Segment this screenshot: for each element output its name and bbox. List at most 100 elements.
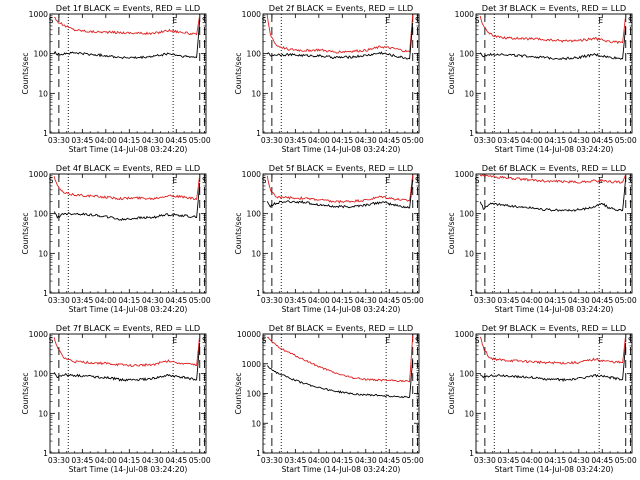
x-tick-label: 04:15 (118, 136, 140, 145)
y-tick-label: 1000 (29, 330, 48, 339)
segment-flag: S (262, 176, 267, 185)
x-axis-label: Start Time (14-Jul-08 03:24:20) (69, 465, 188, 474)
x-tick-label: 05:00 (189, 296, 211, 305)
plot-title: Det 1f BLACK = Events, RED = LLD (56, 3, 200, 13)
x-axis-label: Start Time (14-Jul-08 03:24:20) (282, 145, 401, 154)
x-tick-label: 05:00 (402, 136, 424, 145)
x-tick-label: 04:45 (591, 296, 613, 305)
detector-plot-2: Det 2f BLACK = Events, RED = LLD 1 10 100 10… (234, 3, 424, 154)
plot-frame (262, 333, 420, 454)
plot-frame (475, 333, 633, 454)
segment-flag: S (415, 336, 420, 345)
x-tick-label: 04:15 (331, 296, 353, 305)
x-tick-label: 03:45 (71, 136, 93, 145)
x-tick-label: 03:45 (284, 456, 306, 465)
x-tick-label: 04:15 (544, 136, 566, 145)
x-tick-label: 04:00 (95, 136, 117, 145)
y-tick-label: 1 (43, 289, 48, 298)
plot-title: Det 6f BLACK = Events, RED = LLD (482, 163, 626, 173)
y-tick-label: 1 (43, 449, 48, 458)
x-tick-label: 04:45 (591, 136, 613, 145)
lld-series-line (266, 14, 414, 54)
x-tick-label: 03:45 (284, 296, 306, 305)
y-tick-label: 10 (464, 249, 474, 258)
y-axis-label: Counts/sec (21, 373, 30, 415)
plot-frame (49, 173, 207, 294)
segment-flag: S (202, 336, 207, 345)
events-series-line (53, 182, 201, 221)
x-tick-label: 03:45 (497, 136, 519, 145)
segment-flag: E (385, 176, 390, 185)
plot-title: Det 8f BLACK = Events, RED = LLD (269, 323, 413, 333)
events-series-line (53, 20, 201, 60)
plot-title: Det 7f BLACK = Events, RED = LLD (56, 323, 200, 333)
x-tick-label: 04:30 (355, 296, 377, 305)
x-tick-label: 03:30 (261, 296, 283, 305)
segment-flag: S (49, 336, 54, 345)
x-tick-label: 04:15 (544, 456, 566, 465)
plot-frame (262, 13, 420, 134)
x-tick-label: 04:00 (521, 296, 543, 305)
x-axis-label: Start Time (14-Jul-08 03:24:20) (69, 145, 188, 154)
y-tick-label: 1 (469, 449, 474, 458)
y-axis-label: Counts/sec (447, 53, 456, 95)
x-tick-label: 04:15 (118, 456, 140, 465)
x-axis-label: Start Time (14-Jul-08 03:24:20) (495, 145, 614, 154)
y-tick-label: 100 (34, 50, 49, 59)
x-tick-label: 05:00 (615, 296, 637, 305)
segment-flag: E (172, 16, 177, 25)
y-axis-label: Counts/sec (234, 53, 243, 95)
x-tick-label: 04:45 (165, 296, 187, 305)
x-tick-label: 04:00 (308, 136, 330, 145)
x-tick-label: 04:15 (118, 296, 140, 305)
x-tick-label: 04:45 (378, 136, 400, 145)
segment-flag: S (628, 336, 633, 345)
segment-flag: S (415, 16, 420, 25)
y-tick-label: 100 (34, 210, 49, 219)
x-tick-label: 04:00 (95, 456, 117, 465)
y-tick-label: 100 (34, 370, 49, 379)
x-tick-label: 03:45 (497, 296, 519, 305)
x-axis-label: Start Time (14-Jul-08 03:24:20) (282, 465, 401, 474)
segment-flag: S (262, 336, 267, 345)
segment-flag: S (475, 176, 480, 185)
x-tick-label: 05:00 (189, 136, 211, 145)
y-tick-label: 100 (247, 210, 262, 219)
segment-flag: S (415, 176, 420, 185)
x-axis-label: Start Time (14-Jul-08 03:24:20) (282, 305, 401, 314)
x-tick-label: 04:30 (355, 136, 377, 145)
x-tick-label: 03:45 (284, 136, 306, 145)
lld-series-line (479, 174, 627, 184)
x-tick-label: 04:30 (142, 136, 164, 145)
x-tick-label: 05:00 (615, 456, 637, 465)
x-tick-label: 04:00 (308, 296, 330, 305)
y-tick-label: 100 (460, 50, 475, 59)
detector-plot-1: Det 1f BLACK = Events, RED = LLD 1 10 100 10… (21, 3, 211, 154)
lld-series-line (53, 174, 201, 201)
x-tick-label: 04:30 (142, 296, 164, 305)
detector-plot-5: Det 5f BLACK = Events, RED = LLD 1 10 100 10… (234, 163, 424, 314)
y-tick-label: 1 (256, 289, 261, 298)
y-tick-label: 100 (460, 210, 475, 219)
x-tick-label: 03:30 (48, 136, 70, 145)
segment-flag: E (598, 336, 603, 345)
detector-plot-8: Det 8f BLACK = Events, RED = LLD 1 10 100 10… (234, 323, 424, 474)
events-series-line (266, 22, 414, 60)
x-tick-label: 03:30 (261, 456, 283, 465)
x-tick-label: 04:15 (331, 136, 353, 145)
x-tick-label: 04:45 (165, 456, 187, 465)
segment-flag: S (202, 176, 207, 185)
segment-flag: S (475, 336, 480, 345)
detector-plot-3: Det 3f BLACK = Events, RED = LLD 1 10 100 10… (447, 3, 637, 154)
plot-frame (49, 333, 207, 454)
y-axis-label: Counts/sec (21, 53, 30, 95)
y-tick-label: 1 (256, 449, 261, 458)
y-axis-label: Counts/sec (21, 213, 30, 255)
x-tick-label: 04:45 (378, 296, 400, 305)
segment-flag: E (172, 176, 177, 185)
x-tick-label: 03:30 (48, 456, 70, 465)
segment-flag: S (628, 16, 633, 25)
y-tick-label: 10 (464, 409, 474, 418)
x-tick-label: 04:15 (544, 296, 566, 305)
y-tick-label: 10 (251, 249, 261, 258)
